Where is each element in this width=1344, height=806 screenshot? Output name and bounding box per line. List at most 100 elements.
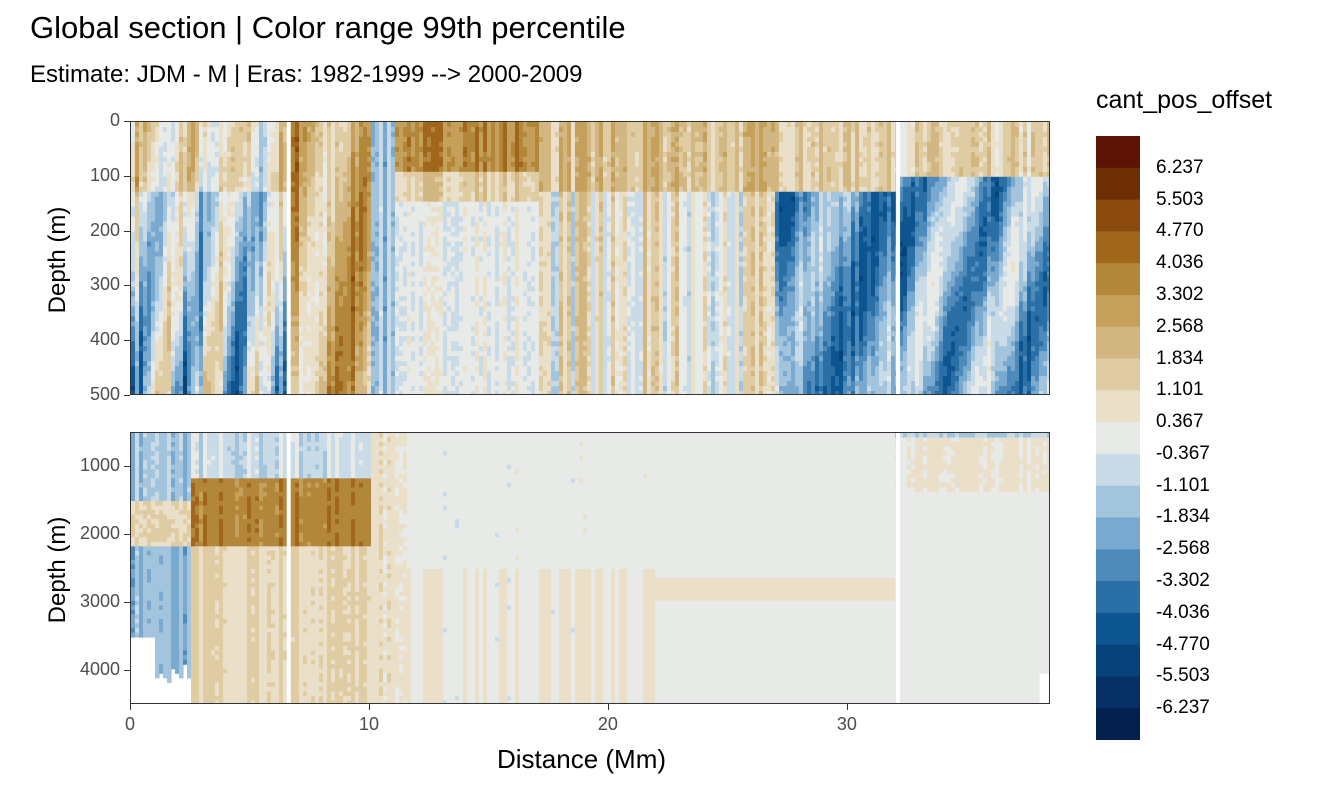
- heatmap-cell: [327, 306, 332, 312]
- heatmap-cell: [239, 196, 244, 203]
- heatmap-cell: [427, 266, 432, 273]
- heatmap-cell: [171, 261, 176, 268]
- heatmap-cell: [483, 156, 488, 163]
- heatmap-cell: [419, 181, 424, 188]
- heatmap-cell: [335, 251, 340, 258]
- heatmap-cell: [191, 281, 196, 287]
- heatmap-cell: [179, 386, 184, 392]
- heatmap-cell: [459, 256, 464, 263]
- heatmap-cell: [243, 316, 248, 322]
- heatmap-cell: [427, 201, 432, 208]
- heatmap-cell: [415, 196, 420, 203]
- heatmap-cell: [175, 136, 180, 143]
- heatmap-cell: [223, 151, 228, 158]
- heatmap-cell: [135, 256, 140, 263]
- heatmap-cell: [167, 246, 172, 253]
- heatmap-cell: [483, 231, 488, 238]
- heatmap-cell: [159, 241, 164, 248]
- heatmap-cell: [259, 351, 264, 357]
- heatmap-cell: [275, 351, 280, 357]
- heatmap-cell: [431, 191, 436, 198]
- heatmap-cell: [391, 376, 396, 382]
- heatmap-cell: [307, 166, 312, 173]
- heatmap-cell: [435, 356, 440, 362]
- heatmap-cell: [475, 122, 480, 128]
- heatmap-cell: [231, 196, 236, 203]
- heatmap-cell: [175, 146, 180, 153]
- heatmap-cell: [475, 161, 480, 168]
- heatmap-cell: [455, 336, 460, 342]
- heatmap-cell: [411, 141, 416, 148]
- heatmap-cell: [443, 386, 448, 392]
- heatmap-cell: [155, 376, 160, 382]
- heatmap-cell: [359, 191, 364, 198]
- heatmap-cell: [375, 226, 380, 233]
- heatmap-cell: [487, 291, 492, 297]
- heatmap-cell: [319, 346, 324, 352]
- heatmap-cell: [399, 291, 404, 297]
- heatmap-cell: [395, 246, 400, 253]
- heatmap-cell: [275, 201, 280, 208]
- heatmap-cell: [139, 166, 144, 173]
- heatmap-cell: [219, 336, 224, 342]
- heatmap-cell: [451, 336, 456, 342]
- heatmap-cell: [311, 286, 316, 292]
- heatmap-cell: [387, 221, 392, 228]
- heatmap-cell: [291, 311, 296, 317]
- heatmap-cell: [435, 346, 440, 352]
- heatmap-cell: [395, 146, 400, 153]
- heatmap-cell: [443, 276, 448, 283]
- heatmap-cell: [411, 136, 416, 143]
- heatmap-cell: [471, 301, 476, 307]
- heatmap-cell: [275, 366, 280, 372]
- heatmap-cell: [279, 251, 284, 258]
- heatmap-cell: [143, 131, 148, 138]
- heatmap-cell: [171, 241, 176, 248]
- heatmap-cell: [243, 361, 248, 367]
- heatmap-cell: [311, 166, 316, 173]
- heatmap-cell: [179, 181, 184, 188]
- heatmap-cell: [459, 196, 464, 203]
- heatmap-cell: [467, 291, 472, 297]
- heatmap-cell: [439, 251, 444, 258]
- heatmap-cell: [367, 256, 372, 263]
- heatmap-cell: [279, 181, 284, 188]
- heatmap-cell: [455, 246, 460, 253]
- heatmap-cell: [171, 126, 176, 133]
- heatmap-cell: [167, 191, 172, 198]
- heatmap-cell: [387, 191, 392, 198]
- heatmap-cell: [483, 216, 488, 223]
- heatmap-cell: [331, 131, 336, 138]
- heatmap-cell: [279, 306, 284, 312]
- heatmap-cell: [303, 241, 308, 248]
- heatmap-cell: [367, 351, 372, 357]
- heatmap-cell: [415, 201, 420, 208]
- heatmap-cell: [143, 136, 148, 143]
- heatmap-cell: [147, 266, 152, 273]
- heatmap-cell: [271, 366, 276, 372]
- heatmap-cell: [155, 176, 160, 183]
- heatmap-cell: [487, 191, 492, 198]
- heatmap-cell: [335, 306, 340, 312]
- heatmap-cell: [291, 286, 296, 292]
- heatmap-cell: [435, 141, 440, 148]
- heatmap-cell: [427, 311, 432, 317]
- heatmap-cell: [179, 311, 184, 317]
- heatmap-cell: [427, 181, 432, 188]
- heatmap-cell: [359, 331, 364, 337]
- heatmap-cell: [403, 131, 408, 138]
- heatmap-cell: [207, 281, 212, 287]
- heatmap-cell: [267, 131, 272, 138]
- heatmap-cell: [207, 286, 212, 292]
- heatmap-cell: [447, 296, 452, 302]
- heatmap-cell: [423, 321, 428, 327]
- heatmap-cell: [455, 281, 460, 287]
- heatmap-cell: [335, 316, 340, 322]
- heatmap-cell: [455, 391, 460, 394]
- heatmap-cell: [203, 296, 208, 302]
- heatmap-cell: [367, 281, 372, 287]
- heatmap-cell: [439, 286, 444, 292]
- heatmap-cell: [391, 181, 396, 188]
- heatmap-cell: [263, 391, 268, 394]
- heatmap-cell: [363, 381, 368, 387]
